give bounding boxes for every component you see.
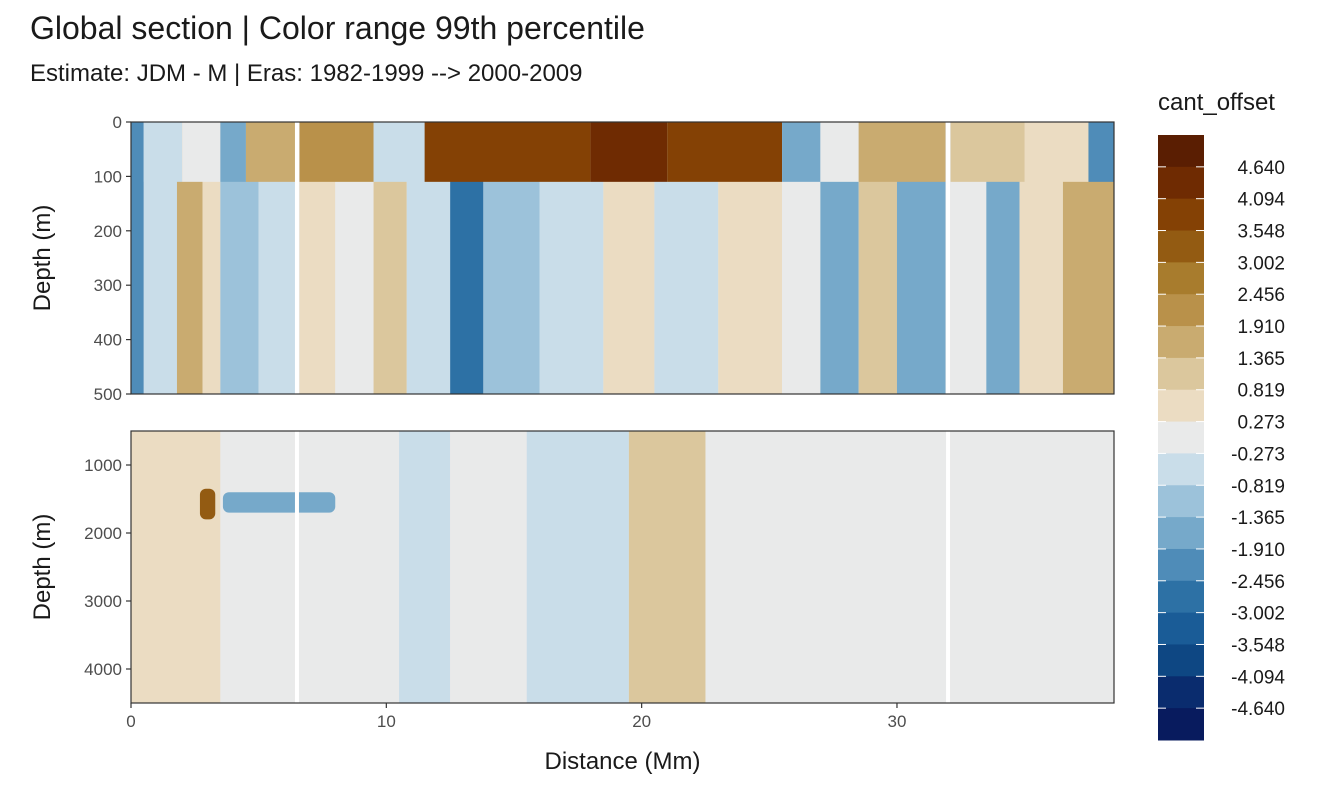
legend-swatch xyxy=(1158,517,1204,550)
contour-band xyxy=(845,431,1114,703)
legend-label: -3.002 xyxy=(1231,604,1285,625)
legend-label: -4.094 xyxy=(1231,667,1285,688)
surface-band xyxy=(590,122,668,182)
legend-swatch xyxy=(1158,389,1204,423)
legend-swatch xyxy=(1158,357,1204,391)
x-tick-label: 0 xyxy=(126,712,135,731)
legend-swatch xyxy=(1158,580,1204,614)
legend-label: 0.273 xyxy=(1237,413,1285,434)
contour-band xyxy=(399,431,451,703)
surface-band xyxy=(950,122,1025,182)
y-tick-label: 200 xyxy=(94,222,122,241)
chart-subtitle: Estimate: JDM - M | Eras: 1982-1999 --> … xyxy=(30,60,583,87)
y-tick-label: 3000 xyxy=(84,592,122,611)
legend-label: 1.910 xyxy=(1237,317,1285,338)
contour-band xyxy=(526,431,629,703)
x-tick-label: 10 xyxy=(377,712,396,731)
legend-label: -1.365 xyxy=(1231,508,1285,529)
legend-label: -4.640 xyxy=(1231,699,1285,720)
y-axis-title: Depth (m) xyxy=(29,514,56,621)
legend: cant_offset 4.640 4.094 3.548 3.002 2.456 1.91… xyxy=(1158,89,1285,741)
legend-swatch xyxy=(1158,198,1204,232)
y-tick-label: 300 xyxy=(94,276,122,295)
contour-band xyxy=(220,431,400,703)
y-tick-label: 0 xyxy=(113,113,122,132)
x-tick-label: 20 xyxy=(632,712,651,731)
panel-frame xyxy=(130,430,1115,704)
legend-label: -3.548 xyxy=(1231,635,1285,656)
legend-swatch xyxy=(1158,326,1204,359)
data-gap xyxy=(294,122,299,394)
contour-band xyxy=(450,431,527,703)
y-tick-label: 1000 xyxy=(84,456,122,475)
legend-swatch xyxy=(1158,135,1204,168)
contour-band xyxy=(705,431,846,703)
contour-band xyxy=(131,122,144,394)
surface-band xyxy=(220,122,246,182)
y-tick-label: 4000 xyxy=(84,660,122,679)
contour-band xyxy=(202,122,221,394)
data-gap xyxy=(946,431,951,703)
legend-label: 0.819 xyxy=(1237,381,1285,402)
legend-label: -2.456 xyxy=(1231,572,1285,593)
surface-band xyxy=(299,122,374,182)
x-axis-title: Distance (Mm) xyxy=(544,748,700,775)
surface-band xyxy=(782,122,821,182)
legend-label: 4.640 xyxy=(1237,158,1285,179)
panel-frame xyxy=(130,121,1115,395)
surface-band xyxy=(182,122,221,182)
surface-band xyxy=(858,122,946,182)
data-gap xyxy=(294,431,299,703)
legend-swatch xyxy=(1158,262,1204,295)
anomaly-patch xyxy=(199,488,216,520)
legend-swatch xyxy=(1158,676,1204,709)
surface-band xyxy=(424,122,591,182)
legend-swatch xyxy=(1158,548,1204,582)
surface-band xyxy=(667,122,783,182)
legend-label: -0.819 xyxy=(1231,476,1285,497)
legend-title: cant_offset xyxy=(1158,89,1275,116)
chart-title: Global section | Color range 99th percen… xyxy=(30,10,645,46)
legend-label: 2.456 xyxy=(1237,285,1285,306)
legend-label: 4.094 xyxy=(1237,190,1285,211)
y-tick-label: 2000 xyxy=(84,524,122,543)
legend-swatch xyxy=(1158,166,1204,200)
surface-band xyxy=(143,122,183,182)
legend-swatch xyxy=(1158,453,1204,486)
legend-swatch xyxy=(1158,644,1204,677)
legend-label: -0.273 xyxy=(1231,444,1285,465)
legend-label: 1.365 xyxy=(1237,349,1285,370)
x-tick-label: 30 xyxy=(888,712,907,731)
y-tick-label: 400 xyxy=(94,331,122,350)
surface-band xyxy=(373,122,425,182)
legend-swatch xyxy=(1158,485,1204,518)
contour-band xyxy=(131,431,221,703)
y-tick-label: 500 xyxy=(94,385,122,404)
lower-panel xyxy=(130,430,1115,704)
legend-swatch xyxy=(1158,230,1204,263)
legend-label: 3.548 xyxy=(1237,222,1285,243)
legend-swatch xyxy=(1158,294,1204,327)
y-tick-label: 100 xyxy=(94,167,122,186)
data-gap xyxy=(946,122,951,394)
y-axis-title: Depth (m) xyxy=(29,205,56,312)
contour-band xyxy=(628,431,706,703)
upper-panel xyxy=(130,121,1115,395)
surface-band xyxy=(1024,122,1089,182)
surface-band xyxy=(1088,122,1114,182)
legend-label: -1.910 xyxy=(1231,540,1285,561)
legend-label: 3.002 xyxy=(1237,253,1285,274)
legend-swatch xyxy=(1158,612,1204,645)
legend-swatch xyxy=(1158,421,1204,454)
anomaly-patch xyxy=(222,492,336,513)
legend-swatch xyxy=(1158,708,1204,741)
surface-band xyxy=(245,122,297,182)
surface-band xyxy=(820,122,859,182)
